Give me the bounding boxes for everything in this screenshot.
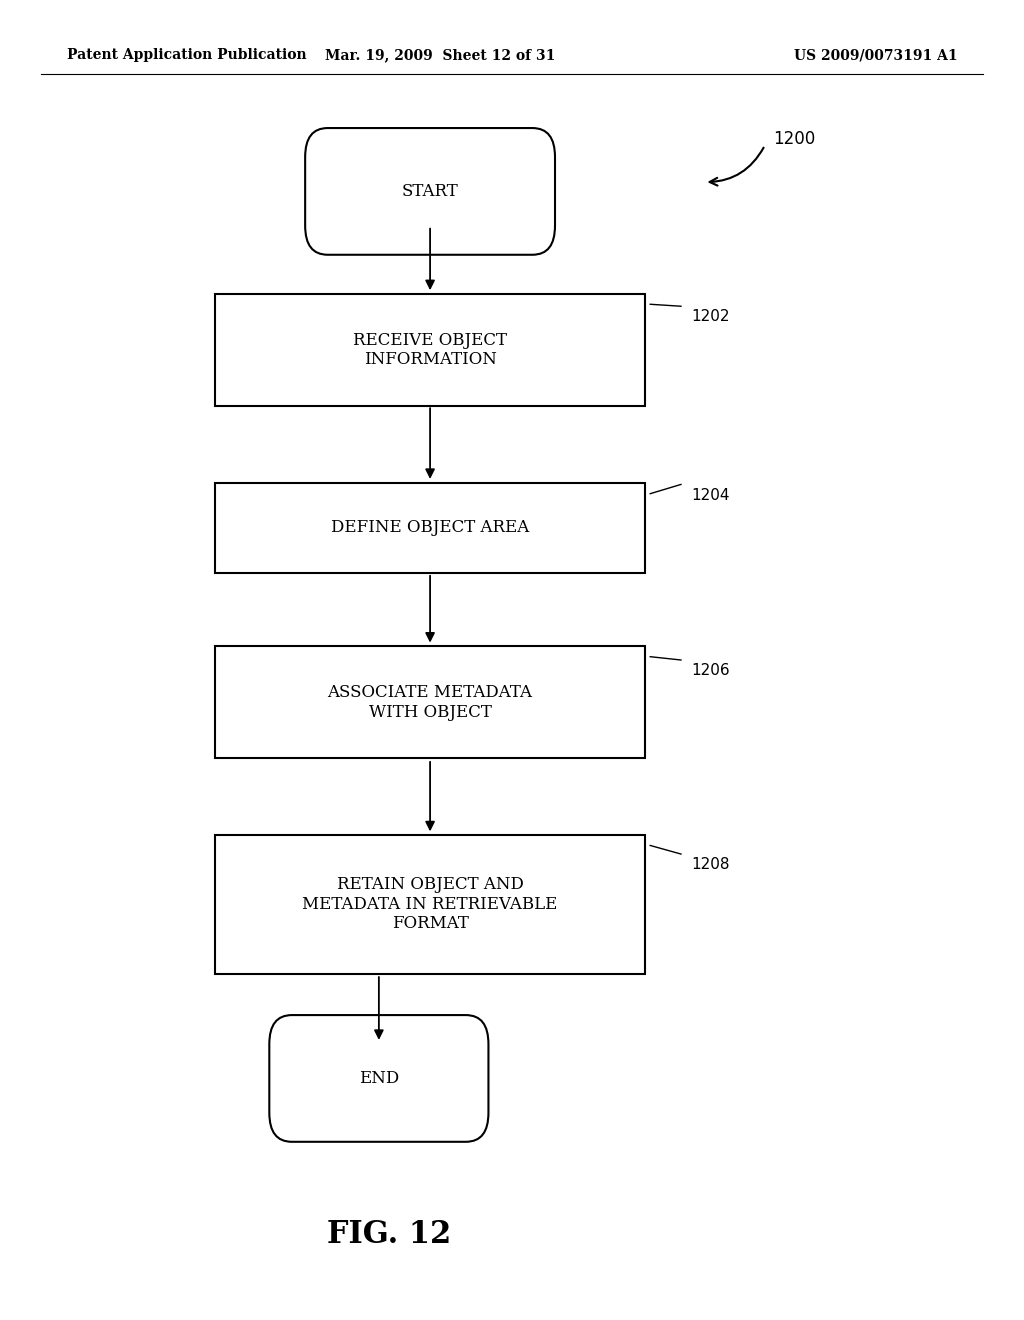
Text: US 2009/0073191 A1: US 2009/0073191 A1 [794,49,957,62]
Text: DEFINE OBJECT AREA: DEFINE OBJECT AREA [331,520,529,536]
Text: Mar. 19, 2009  Sheet 12 of 31: Mar. 19, 2009 Sheet 12 of 31 [326,49,555,62]
Text: 1202: 1202 [691,309,730,325]
Text: 1206: 1206 [691,663,730,678]
Bar [215,836,645,974]
Text: 1200: 1200 [773,129,815,148]
Text: 1208: 1208 [691,857,730,873]
Text: END: END [358,1071,399,1086]
Text: RETAIN OBJECT AND
METADATA IN RETRIEVABLE
FORMAT: RETAIN OBJECT AND METADATA IN RETRIEVABL… [302,876,558,932]
FancyBboxPatch shape [269,1015,488,1142]
Text: Patent Application Publication: Patent Application Publication [67,49,306,62]
Text: FIG. 12: FIG. 12 [327,1218,452,1250]
Text: RECEIVE OBJECT
INFORMATION: RECEIVE OBJECT INFORMATION [353,331,507,368]
Bar [215,645,645,758]
FancyBboxPatch shape [305,128,555,255]
Text: 1204: 1204 [691,487,730,503]
Text: ASSOCIATE METADATA
WITH OBJECT: ASSOCIATE METADATA WITH OBJECT [328,684,532,721]
Bar [215,294,645,407]
Bar [215,483,645,573]
Text: START: START [401,183,459,199]
